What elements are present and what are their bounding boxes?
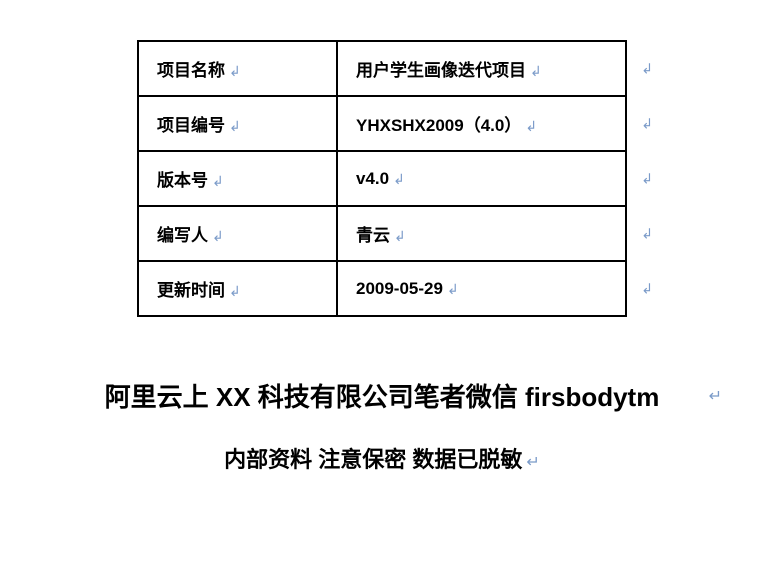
company-text: 阿里云上 XX 科技有限公司笔者微信 firsbodytm — [105, 382, 660, 412]
paragraph-mark-icon: ↲ — [641, 225, 653, 242]
enter-mark-icon: ↵ — [709, 386, 722, 406]
table-row: 版本号↲ v4.0↲ ↲ — [138, 151, 626, 206]
project-info-table: 项目名称↲ 用户学生画像迭代项目↲ ↲ 项目编号↲ YHXSHX2009（4.0… — [137, 40, 627, 317]
paragraph-mark-icon: ↲ — [641, 170, 653, 187]
paragraph-mark-icon: ↲ — [641, 280, 653, 297]
company-heading: 阿里云上 XX 科技有限公司笔者微信 firsbodytm ↵ — [60, 377, 704, 414]
label-text: 项目编号 — [157, 116, 225, 135]
value-text: 青云 — [356, 226, 390, 245]
value-text: 2009-05-29 — [356, 279, 443, 298]
cell-label: 项目编号↲ — [138, 96, 337, 151]
paragraph-mark-icon: ↲ — [530, 63, 542, 79]
cell-label: 项目名称↲ — [138, 41, 337, 96]
paragraph-mark-icon: ↲ — [525, 118, 537, 134]
paragraph-mark-icon: ↲ — [229, 118, 241, 134]
cell-value: 用户学生画像迭代项目↲ ↲ — [337, 41, 626, 96]
paragraph-mark-icon: ↲ — [394, 228, 406, 244]
label-text: 编写人 — [157, 226, 208, 245]
cell-value: YHXSHX2009（4.0）↲ ↲ — [337, 96, 626, 151]
label-text: 项目名称 — [157, 61, 225, 80]
label-text: 更新时间 — [157, 281, 225, 300]
paragraph-mark-icon: ↲ — [212, 173, 224, 189]
cell-label: 更新时间↲ — [138, 261, 337, 316]
paragraph-mark-icon: ↲ — [447, 281, 459, 297]
value-text: 用户学生画像迭代项目 — [356, 61, 526, 80]
cell-label: 编写人↲ — [138, 206, 337, 261]
paragraph-mark-icon: ↲ — [229, 283, 241, 299]
enter-mark-icon: ↵ — [526, 454, 539, 471]
value-text: YHXSHX2009（4.0） — [356, 116, 521, 135]
label-text: 版本号 — [157, 171, 208, 190]
paragraph-mark-icon: ↲ — [393, 171, 405, 187]
paragraph-mark-icon: ↲ — [641, 60, 653, 77]
paragraph-mark-icon: ↲ — [212, 228, 224, 244]
cell-value: v4.0↲ ↲ — [337, 151, 626, 206]
paragraph-mark-icon: ↲ — [229, 63, 241, 79]
cell-value: 青云↲ ↲ — [337, 206, 626, 261]
table-row: 项目名称↲ 用户学生画像迭代项目↲ ↲ — [138, 41, 626, 96]
confidential-heading: 内部资料 注意保密 数据已脱敏↵ — [60, 442, 704, 474]
paragraph-mark-icon: ↲ — [641, 115, 653, 132]
cell-value: 2009-05-29↲ ↲ — [337, 261, 626, 316]
table-row: 更新时间↲ 2009-05-29↲ ↲ — [138, 261, 626, 316]
value-text: v4.0 — [356, 169, 389, 188]
table-row: 项目编号↲ YHXSHX2009（4.0）↲ ↲ — [138, 96, 626, 151]
table-body: 项目名称↲ 用户学生画像迭代项目↲ ↲ 项目编号↲ YHXSHX2009（4.0… — [138, 41, 626, 316]
confidential-text: 内部资料 注意保密 数据已脱敏 — [224, 447, 522, 472]
cell-label: 版本号↲ — [138, 151, 337, 206]
table-row: 编写人↲ 青云↲ ↲ — [138, 206, 626, 261]
